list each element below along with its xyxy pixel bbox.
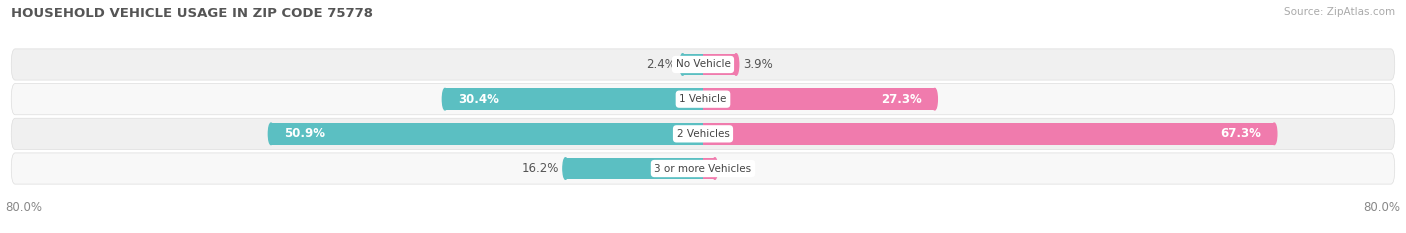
Text: 3.9%: 3.9% [742,58,773,71]
Text: 50.9%: 50.9% [284,127,325,140]
Circle shape [713,158,717,179]
Text: 2 Vehicles: 2 Vehicles [676,129,730,139]
Text: 1.4%: 1.4% [721,162,752,175]
Text: 1 Vehicle: 1 Vehicle [679,94,727,104]
Text: No Vehicle: No Vehicle [675,59,731,69]
Bar [271,123,703,145]
Text: HOUSEHOLD VEHICLE USAGE IN ZIP CODE 75778: HOUSEHOLD VEHICLE USAGE IN ZIP CODE 7577… [11,7,373,20]
Text: 30.4%: 30.4% [458,93,499,106]
Text: 3 or more Vehicles: 3 or more Vehicles [654,164,752,174]
Bar [565,158,703,179]
Bar [683,54,703,75]
Bar [703,88,935,110]
Bar [703,123,1274,145]
Circle shape [734,54,738,75]
Text: 27.3%: 27.3% [882,93,922,106]
Circle shape [681,54,685,75]
Circle shape [932,88,938,110]
Circle shape [443,88,447,110]
Circle shape [562,158,568,179]
Text: 2.4%: 2.4% [645,58,676,71]
Text: 16.2%: 16.2% [522,162,558,175]
FancyBboxPatch shape [11,118,1395,149]
Bar [703,158,714,179]
Text: 67.3%: 67.3% [1220,127,1261,140]
FancyBboxPatch shape [11,153,1395,184]
Text: Source: ZipAtlas.com: Source: ZipAtlas.com [1284,7,1395,17]
Bar [703,54,737,75]
Circle shape [1271,123,1277,145]
Bar [444,88,703,110]
FancyBboxPatch shape [11,84,1395,115]
FancyBboxPatch shape [11,49,1395,80]
Circle shape [269,123,274,145]
